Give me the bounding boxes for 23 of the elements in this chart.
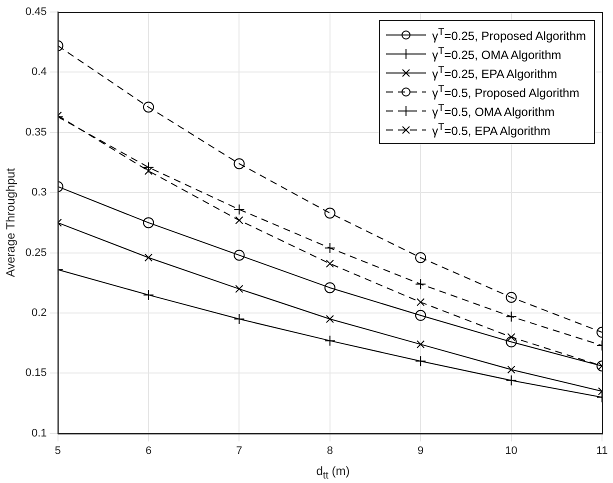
y-tick-label: 0.2 [32, 307, 47, 320]
y-tick-label: 0.1 [32, 427, 47, 440]
legend-label: γ$^{T}$=0.5, OMA Algorithm [432, 102, 555, 118]
legend-label: γ$^{T}$=0.5, EPA Algorithm [432, 122, 550, 138]
x-tick-label: 5 [54, 445, 61, 458]
y-tick-label: 0.25 [25, 246, 47, 259]
x-tick-label: 8 [326, 445, 333, 458]
legend-label: γ$^{T}$=0.25, OMA Algorithm [432, 46, 562, 62]
y-tick-label: 0.4 [32, 66, 47, 78]
x-tick-label: 10 [505, 445, 518, 458]
legend-label: γ$^{T}$=0.25, EPA Algorithm [432, 64, 558, 80]
x-tick-label: 7 [236, 445, 242, 458]
legend-label: γ$^{T}$=0.25, Proposed Algorithm [432, 26, 586, 42]
x-tick-label: 11 [596, 445, 608, 458]
y-tick-label: 0.3 [32, 186, 47, 199]
y-tick-label: 0.15 [25, 367, 47, 380]
y-axis-title: Average Throughput [4, 168, 18, 278]
x-tick-label: 9 [418, 445, 424, 458]
x-tick-label: 6 [145, 445, 152, 458]
x-axis-title: d$_{tt}$ (m) [315, 464, 351, 481]
legend-label: γ$^{T}$=0.5, Proposed Algorithm [432, 84, 580, 100]
y-tick-label: 0.35 [25, 126, 47, 138]
y-tick-label: 0.45 [25, 6, 47, 18]
